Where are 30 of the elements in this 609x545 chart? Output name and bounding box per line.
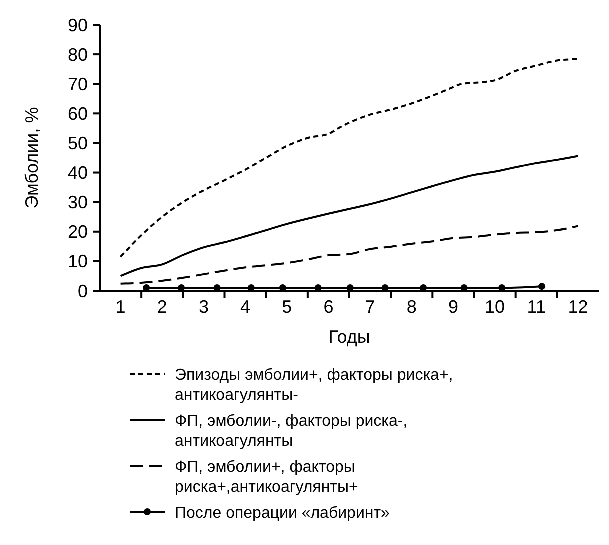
- y-tick-label: 60: [68, 104, 88, 124]
- x-tick-label: 5: [282, 297, 292, 317]
- y-tick-label: 50: [68, 134, 88, 154]
- line-series: [120, 155, 580, 278]
- y-tick-label: 80: [68, 44, 88, 65]
- x-tick-label: 12: [568, 297, 588, 317]
- y-tick-label: 20: [68, 222, 88, 242]
- x-tick-label: 2: [157, 297, 168, 317]
- y-tick-label: 0: [78, 281, 88, 302]
- y-axis-title: Эмболии, %: [22, 107, 42, 209]
- x-tick-label: 7: [365, 297, 376, 317]
- x-tick-label: 1: [116, 297, 126, 317]
- x-tick-label: 4: [240, 297, 251, 317]
- legend-label: ФП, эмболии-, факторы риска-, антикоагулянты: [175, 413, 408, 450]
- x-tick-label: 10: [485, 297, 506, 317]
- legend-label: После операции «лабиринт»: [175, 505, 390, 522]
- y-tick-label: 90: [68, 15, 88, 36]
- y-tick-label: 40: [68, 163, 88, 184]
- legend-label: ФП, эмболии+, факторы риска+,антикоагулянты+: [175, 459, 358, 496]
- x-tick-label: 3: [198, 297, 209, 317]
- x-tick-label: 6: [324, 297, 334, 317]
- x-axis-title: Годы: [328, 327, 370, 347]
- line-series: [120, 58, 580, 258]
- y-tick-label: 70: [68, 74, 88, 94]
- x-tick-label: 8: [406, 297, 417, 317]
- x-tick-label: 11: [527, 297, 546, 317]
- y-tick-label: 30: [68, 192, 88, 213]
- y-tick-label: 10: [68, 252, 88, 272]
- x-tick-label: 9: [448, 297, 458, 317]
- legend-label: Эпизоды эмболии+, факторы риска+, антикоагулянты-: [175, 367, 454, 404]
